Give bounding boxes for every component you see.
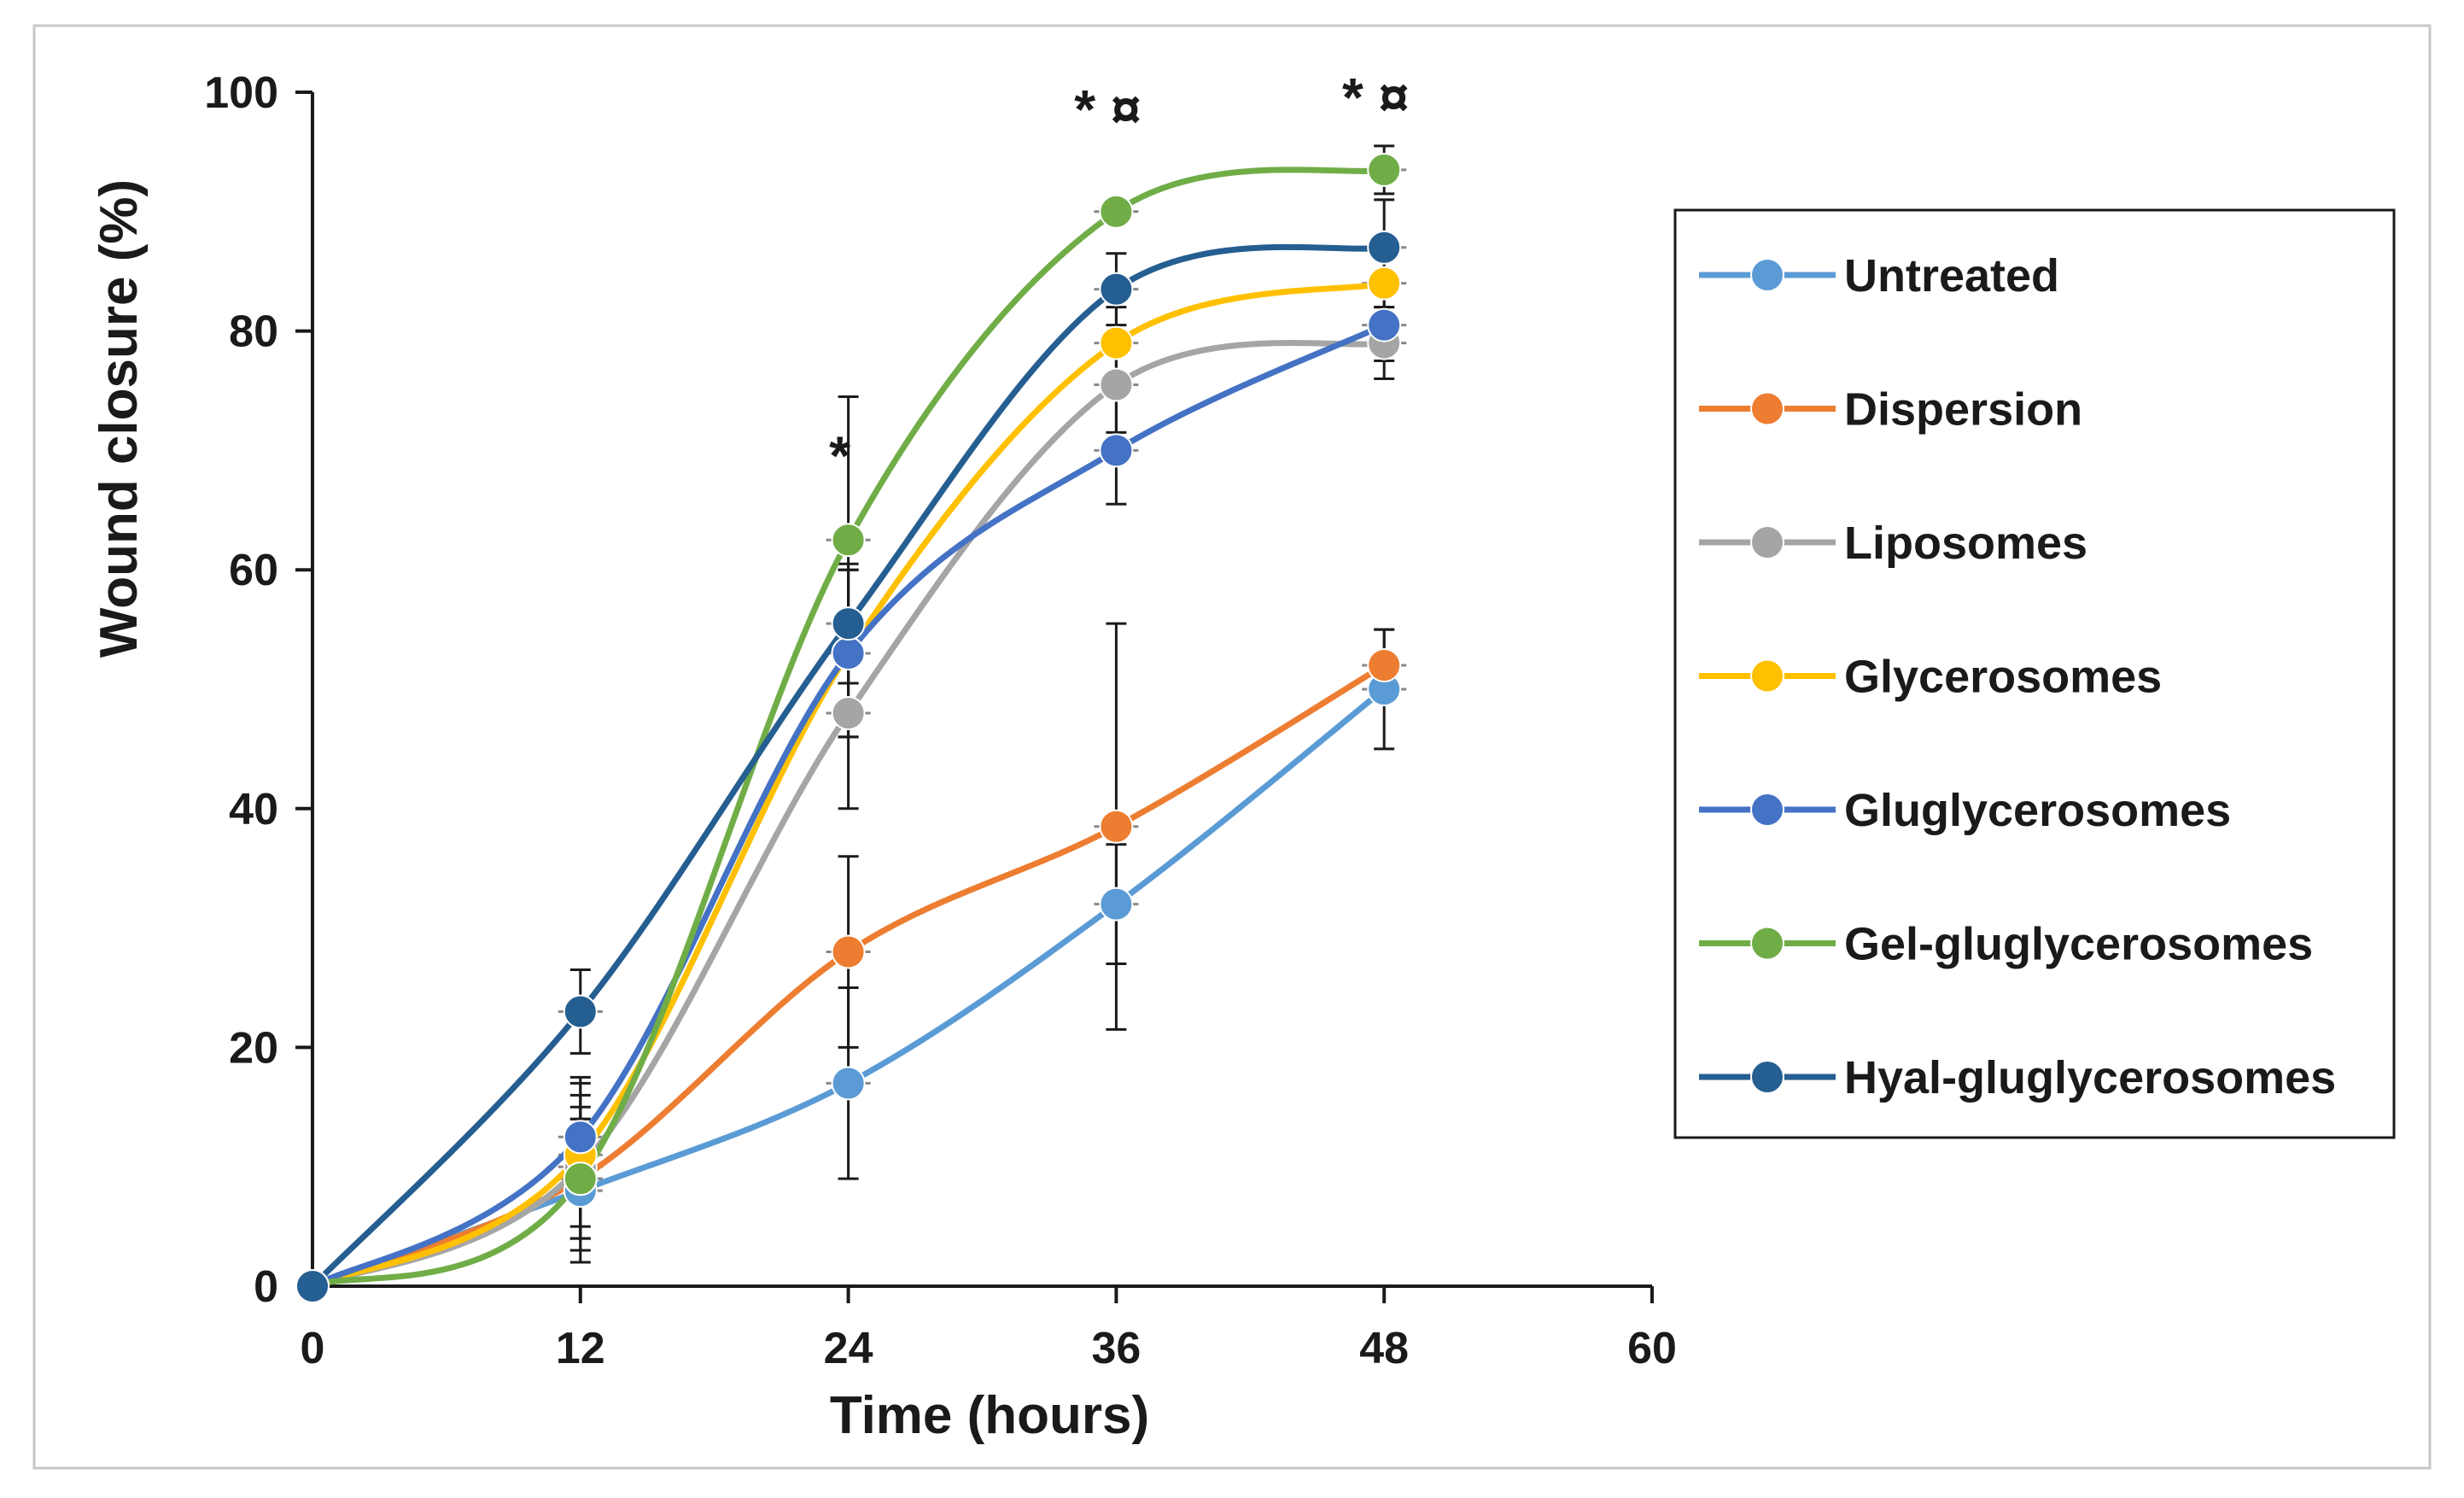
data-point-gluglycerosomes (563, 1120, 598, 1155)
data-point-hyal-gluglycerosomes (831, 606, 866, 641)
legend-label-glycerosomes: Glycerosomes (1844, 652, 2162, 703)
legend-marker-glycerosomes (1750, 658, 1784, 693)
data-point-hyal-gluglycerosomes (295, 1269, 330, 1303)
data-point-hyal-gluglycerosomes (1099, 272, 1134, 307)
data-point-hyal-gluglycerosomes (1367, 230, 1402, 265)
significance-marker: * (829, 424, 850, 486)
series-line-gel-gluglycerosomes (311, 167, 1385, 1290)
y-tick-label: 80 (229, 307, 278, 357)
data-point-liposomes (831, 695, 866, 730)
data-point-gluglycerosomes (831, 636, 866, 671)
legend-marker-untreated (1750, 258, 1784, 292)
y-tick-label: 60 (229, 546, 278, 595)
x-tick-label: 0 (301, 1324, 325, 1373)
y-tick-label: 20 (229, 1023, 278, 1073)
legend-label-gel-gluglycerosomes: Gel-gluglycerosomes (1844, 919, 2313, 970)
legend-label-gluglycerosomes: Gluglycerosomes (1844, 785, 2231, 836)
legend-marker-dispersion (1750, 391, 1784, 426)
significance-marker: * ¤ (1074, 79, 1141, 140)
data-point-gel-gluglycerosomes (1367, 152, 1402, 187)
data-point-gel-gluglycerosomes (831, 523, 866, 558)
x-tick-label: 36 (1091, 1324, 1141, 1373)
legend-label-dispersion: Dispersion (1844, 384, 2082, 436)
data-point-hyal-gluglycerosomes (563, 994, 598, 1029)
x-tick-label: 60 (1627, 1324, 1677, 1373)
series-line-gluglycerosomes (311, 322, 1386, 1290)
data-point-untreated (831, 1066, 866, 1101)
significance-marker: * ¤ (1342, 67, 1409, 128)
y-tick-label: 0 (254, 1262, 278, 1312)
data-point-glycerosomes (1367, 266, 1402, 301)
legend-marker-liposomes (1750, 525, 1784, 559)
data-point-glycerosomes (1099, 325, 1134, 360)
legend-marker-gluglycerosomes (1750, 793, 1784, 827)
series-line-hyal-gluglycerosomes (310, 243, 1385, 1289)
marker-group (295, 152, 1402, 1303)
y-tick-label: 40 (229, 785, 278, 834)
data-point-untreated (1099, 887, 1134, 922)
data-point-gel-gluglycerosomes (563, 1162, 598, 1197)
data-point-liposomes (1099, 367, 1134, 402)
annotations: * * ¤ * ¤ (829, 67, 1409, 486)
data-point-gluglycerosomes (1367, 307, 1402, 342)
y-tick-label: 100 (204, 68, 278, 118)
data-point-gluglycerosomes (1099, 433, 1134, 468)
data-point-gel-gluglycerosomes (1099, 194, 1134, 229)
data-point-dispersion (1099, 809, 1134, 844)
y-axis-title: Wound closure (%) (90, 179, 149, 658)
legend-marker-hyal-gluglycerosomes (1750, 1060, 1784, 1094)
x-axis-title: Time (hours) (830, 1386, 1149, 1445)
axes: 0 12 24 36 48 60 0 20 40 60 80 100 (204, 68, 1677, 1373)
x-tick-label: 24 (824, 1324, 873, 1373)
series-layer (295, 144, 1407, 1303)
data-point-dispersion (831, 934, 866, 969)
legend: Untreated Dispersion Liposomes Glycerosomes… (1673, 208, 2396, 1139)
legend-marker-gel-gluglycerosomes (1750, 926, 1784, 961)
legend-label-hyal-gluglycerosomes: Hyal-gluglycerosomes (1844, 1052, 2336, 1103)
x-tick-label: 48 (1359, 1324, 1409, 1373)
legend-label-liposomes: Liposomes (1844, 518, 2087, 569)
data-point-dispersion (1367, 648, 1402, 683)
legend-label-untreated: Untreated (1844, 250, 2059, 301)
x-tick-label: 12 (556, 1324, 605, 1373)
